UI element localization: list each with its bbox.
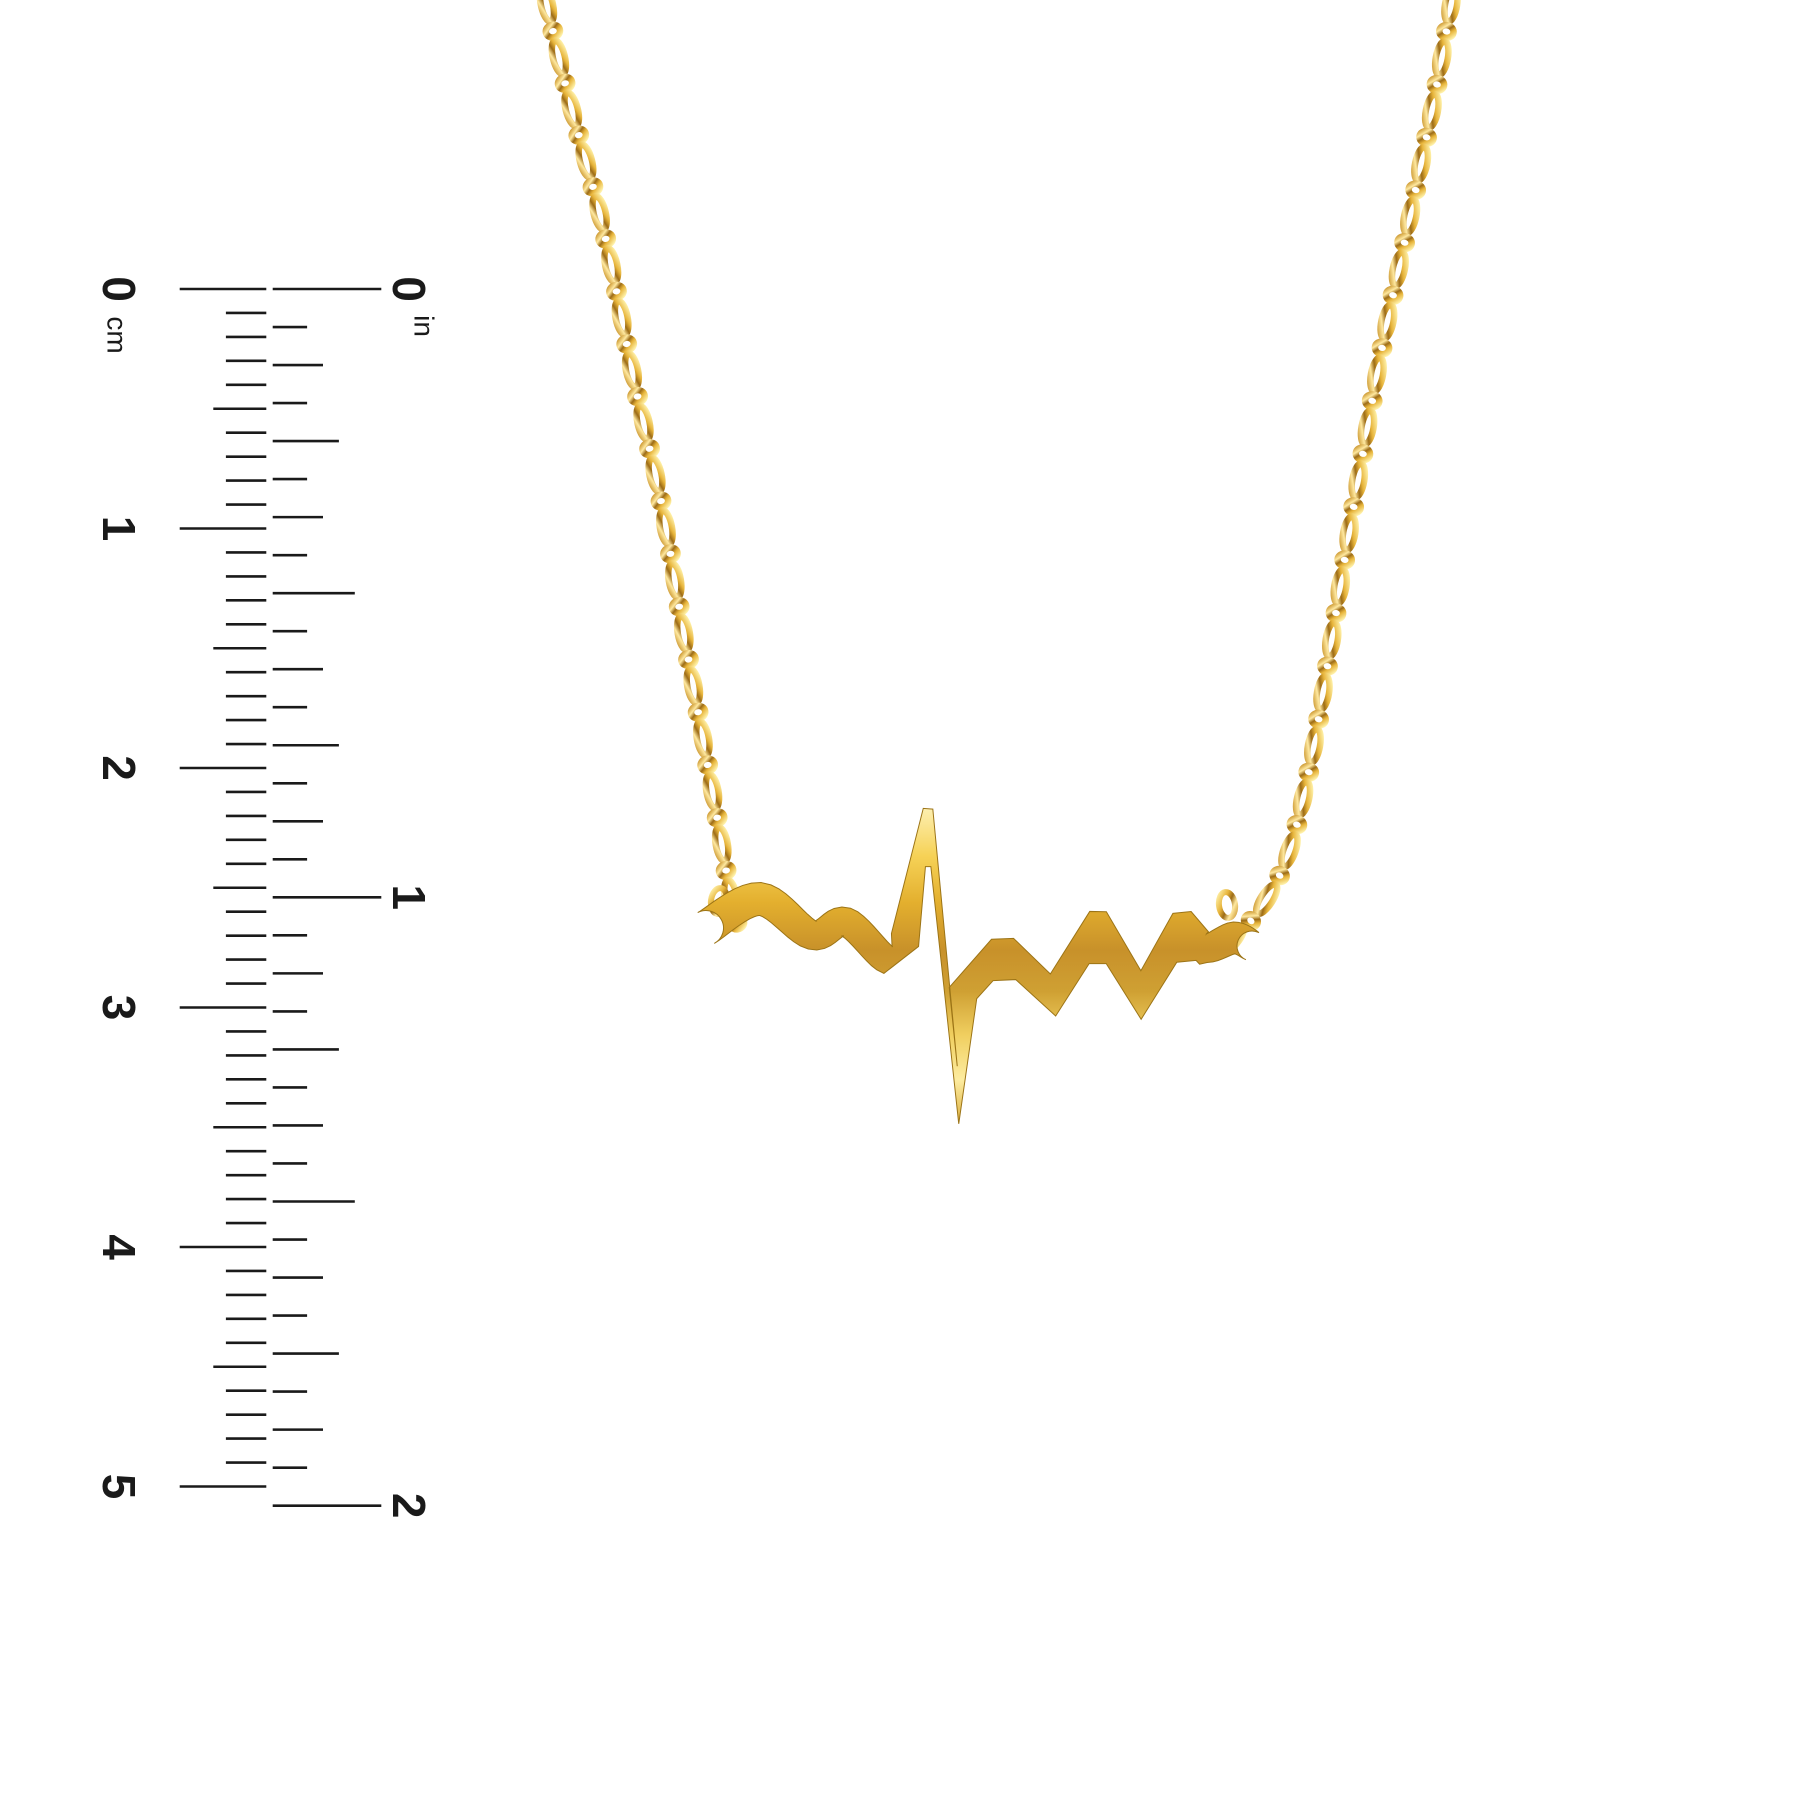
svg-text:0: 0: [93, 276, 145, 302]
svg-text:1: 1: [383, 885, 435, 911]
svg-text:5: 5: [93, 1474, 145, 1500]
svg-text:cm: cm: [102, 316, 133, 353]
svg-text:4: 4: [93, 1234, 145, 1260]
svg-text:3: 3: [93, 995, 145, 1021]
svg-text:2: 2: [383, 1493, 435, 1519]
svg-text:1: 1: [93, 516, 145, 542]
svg-text:0: 0: [383, 276, 435, 302]
svg-text:in: in: [409, 315, 440, 337]
svg-text:2: 2: [93, 755, 145, 781]
